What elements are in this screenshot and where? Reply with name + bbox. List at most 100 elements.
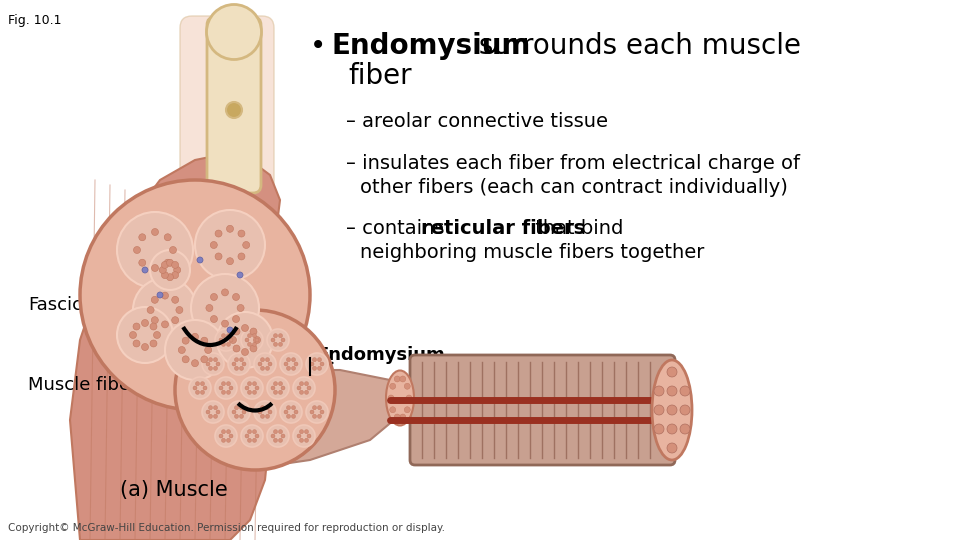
Circle shape [213, 357, 218, 362]
Circle shape [208, 406, 212, 410]
Circle shape [222, 342, 226, 346]
Circle shape [191, 274, 259, 342]
Circle shape [255, 386, 259, 390]
Circle shape [286, 406, 291, 410]
Circle shape [229, 386, 233, 390]
Circle shape [271, 434, 275, 438]
Circle shape [680, 386, 690, 396]
Circle shape [164, 234, 171, 241]
Circle shape [266, 414, 270, 418]
Circle shape [222, 438, 226, 442]
Circle shape [280, 353, 302, 375]
Circle shape [222, 334, 226, 338]
Circle shape [117, 307, 173, 363]
Circle shape [141, 320, 149, 327]
Circle shape [222, 430, 226, 434]
Circle shape [232, 410, 236, 414]
Circle shape [239, 357, 244, 362]
Circle shape [297, 434, 301, 438]
Ellipse shape [206, 4, 261, 59]
Circle shape [159, 267, 166, 273]
Circle shape [260, 406, 265, 410]
Circle shape [195, 210, 265, 280]
Circle shape [306, 401, 328, 423]
Circle shape [318, 366, 322, 370]
Circle shape [680, 424, 690, 434]
Circle shape [268, 410, 272, 414]
Text: Copyright© McGraw-Hill Education. Permission required for reproduction or displa: Copyright© McGraw-Hill Education. Permis… [8, 523, 445, 533]
Circle shape [318, 357, 322, 362]
Circle shape [182, 337, 189, 344]
Circle shape [307, 386, 311, 390]
Circle shape [238, 253, 245, 260]
Text: – areolar connective tissue: – areolar connective tissue [346, 112, 608, 131]
Circle shape [294, 410, 298, 414]
Circle shape [242, 325, 249, 332]
Circle shape [258, 410, 262, 414]
Circle shape [274, 430, 277, 434]
Circle shape [266, 357, 270, 362]
Circle shape [300, 430, 303, 434]
Circle shape [164, 259, 171, 266]
Circle shape [210, 293, 218, 300]
Text: reticular fibers: reticular fibers [421, 219, 586, 238]
Circle shape [172, 261, 179, 268]
Circle shape [304, 382, 308, 386]
Circle shape [310, 362, 314, 366]
Circle shape [278, 390, 282, 394]
Circle shape [245, 386, 249, 390]
Circle shape [667, 424, 677, 434]
Circle shape [222, 289, 228, 296]
Circle shape [165, 320, 225, 380]
Circle shape [248, 390, 252, 394]
Circle shape [215, 230, 222, 237]
Text: (a) Muscle: (a) Muscle [120, 480, 228, 500]
Circle shape [399, 376, 406, 382]
Circle shape [254, 401, 276, 423]
Circle shape [206, 410, 210, 414]
Circle shape [300, 390, 303, 394]
Text: Endomysium: Endomysium [316, 346, 444, 364]
Circle shape [313, 366, 317, 370]
Circle shape [271, 338, 275, 342]
Circle shape [307, 434, 311, 438]
Polygon shape [245, 370, 400, 468]
Circle shape [254, 353, 276, 375]
Circle shape [239, 406, 244, 410]
Circle shape [310, 410, 314, 414]
Circle shape [161, 292, 169, 299]
Circle shape [242, 410, 246, 414]
Circle shape [189, 377, 211, 399]
Circle shape [147, 307, 155, 314]
Circle shape [219, 338, 223, 342]
Text: Fascicle: Fascicle [28, 296, 98, 314]
Circle shape [227, 390, 230, 394]
Circle shape [202, 401, 224, 423]
Circle shape [179, 347, 185, 354]
Circle shape [196, 390, 200, 394]
Circle shape [152, 228, 158, 235]
Circle shape [292, 357, 296, 362]
Circle shape [278, 438, 282, 442]
Text: •: • [310, 32, 335, 60]
Circle shape [213, 366, 218, 370]
Circle shape [250, 328, 257, 335]
Circle shape [667, 386, 677, 396]
Circle shape [313, 406, 317, 410]
Circle shape [255, 434, 259, 438]
Circle shape [274, 342, 277, 346]
Ellipse shape [652, 360, 692, 460]
Circle shape [286, 414, 291, 418]
Circle shape [232, 315, 240, 322]
Circle shape [281, 386, 285, 390]
Circle shape [201, 390, 204, 394]
Circle shape [245, 338, 249, 342]
Circle shape [318, 414, 322, 418]
Circle shape [152, 265, 158, 272]
Circle shape [252, 382, 256, 386]
Circle shape [252, 438, 256, 442]
Circle shape [680, 405, 690, 415]
Circle shape [250, 345, 257, 352]
Circle shape [166, 274, 174, 281]
Circle shape [237, 272, 243, 278]
